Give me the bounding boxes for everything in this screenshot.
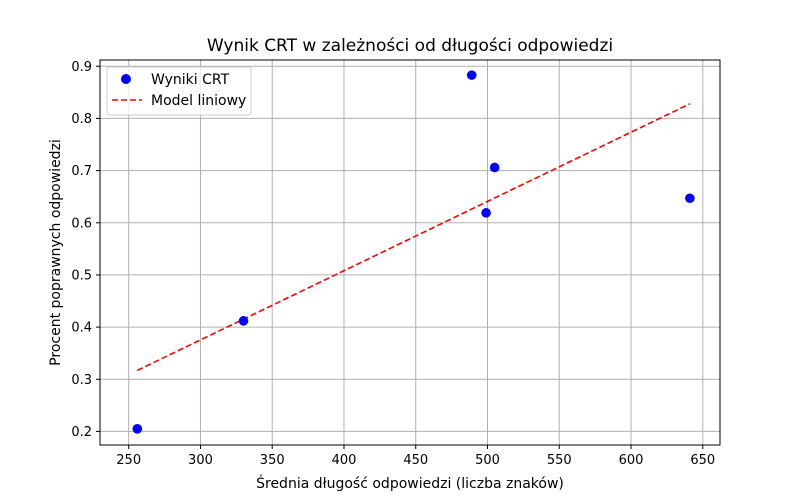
x-tick-label: 350 <box>260 453 285 468</box>
chart-title: Wynik CRT w zależności od długości odpow… <box>207 36 613 56</box>
y-tick-label: 0.3 <box>71 373 92 388</box>
x-axis-label: Średnia długość odpowiedzi (liczba znakó… <box>256 474 564 492</box>
x-tick-label: 650 <box>690 453 715 468</box>
legend-label-line: Model liniowy <box>151 93 246 109</box>
legend-box <box>106 66 252 116</box>
series-layer <box>132 70 695 434</box>
grid <box>100 60 720 445</box>
scatter-point <box>481 208 491 218</box>
plot-frame <box>99 59 721 446</box>
x-tick-label: 550 <box>547 453 572 468</box>
y-tick-label: 0.2 <box>71 425 92 440</box>
legend-marker-scatter <box>121 74 131 84</box>
x-tick-label: 300 <box>188 453 213 468</box>
scatter-point <box>685 193 695 204</box>
y-tick-label: 0.7 <box>71 164 92 179</box>
scatter-point <box>466 70 477 80</box>
y-tick-label: 0.8 <box>71 112 92 127</box>
legend-label-scatter: Wyniki CRT <box>151 72 230 88</box>
y-tick-label: 0.4 <box>71 321 92 336</box>
scatter-point <box>489 162 500 173</box>
y-tick-label: 0.9 <box>71 60 92 75</box>
x-tick-label: 250 <box>116 453 141 468</box>
regression-line <box>136 103 691 372</box>
legend: Wyniki CRT Model liniowy <box>106 66 252 116</box>
x-tick-label: 450 <box>403 453 428 468</box>
y-tick-label: 0.5 <box>71 268 92 283</box>
x-tick-label: 500 <box>475 453 500 468</box>
y-tick-label: 0.6 <box>71 216 92 231</box>
scatter-point <box>238 316 249 326</box>
y-axis-label: Procent poprawnych odpowiedzi <box>48 139 64 366</box>
x-tick-label: 600 <box>619 453 644 468</box>
x-tick-label: 400 <box>332 453 357 468</box>
ticks: 250 300 350 400 450 500 550 600 650 0.2 0.3 0.4 0.5 0… <box>71 60 715 468</box>
scatter-point <box>132 424 143 434</box>
